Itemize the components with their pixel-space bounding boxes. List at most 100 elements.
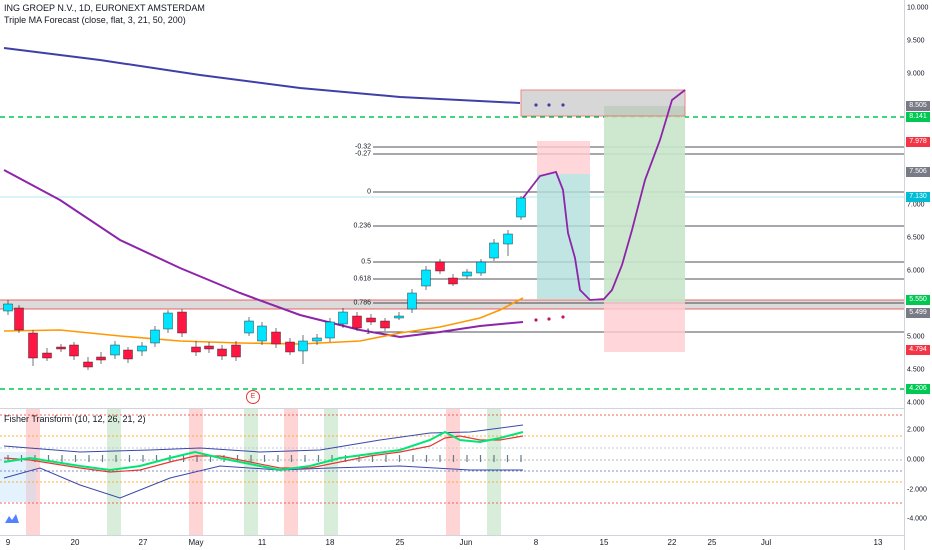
candle-body <box>366 317 376 323</box>
candle-body <box>69 344 79 357</box>
candle-body <box>285 341 295 353</box>
candle-body <box>394 315 404 319</box>
fisher-band <box>244 409 258 535</box>
price-axis-label: 6.000 <box>907 267 925 275</box>
candle-body <box>137 345 147 352</box>
fib-level-label: -0.27 <box>355 150 371 158</box>
forecast-dot <box>561 315 565 319</box>
price-axis-label: 4.000 <box>907 399 925 407</box>
forecast-dot <box>534 103 538 107</box>
candle-body <box>516 197 526 218</box>
price-pane <box>0 0 904 408</box>
candle-body <box>83 361 93 368</box>
fib-level-label: 0.618 <box>353 275 371 283</box>
candle-body <box>298 340 308 352</box>
candle-body <box>150 329 160 344</box>
time-axis-label: 25 <box>707 538 717 547</box>
time-axis-label: 8 <box>533 538 539 547</box>
candle-body <box>231 344 241 358</box>
price-tag: 8.141 <box>906 112 930 122</box>
fib-level-label: 0.236 <box>353 222 371 230</box>
candle-body <box>123 349 133 360</box>
candle-body <box>448 277 458 285</box>
fisher-axis-label: 0.000 <box>907 456 925 464</box>
price-axis-label: 5.000 <box>907 333 925 341</box>
candle-body <box>163 312 173 330</box>
short-stop-box <box>537 141 590 174</box>
candle-body <box>421 269 431 287</box>
candle-body <box>325 321 335 339</box>
candle-body <box>257 325 267 342</box>
candle-body <box>96 356 106 361</box>
ma-long-line <box>3 47 521 104</box>
fisher-band <box>446 409 460 535</box>
candle-body <box>3 303 13 312</box>
fib-level-label: -0.32 <box>355 143 371 151</box>
candle-body <box>110 344 120 356</box>
indicator-sub-label[interactable]: Fisher Transform (10, 12, 26, 21, 2) <box>4 414 146 424</box>
forecast-dot <box>561 103 565 107</box>
ma-mid-line <box>3 169 524 339</box>
time-axis-label: 22 <box>667 538 677 547</box>
time-axis-label: 15 <box>599 538 609 547</box>
forecast-dot <box>534 318 538 322</box>
long-stop-box <box>604 302 685 352</box>
price-axis-label: 9.500 <box>907 37 925 45</box>
candle-body <box>489 242 499 259</box>
price-axis-label: 4.500 <box>907 366 925 374</box>
ma-short-line <box>3 297 524 345</box>
price-tag: 4.206 <box>906 384 930 394</box>
time-axis-label: May <box>188 538 204 547</box>
long-target-box <box>604 106 685 302</box>
fisher-pane <box>0 409 904 535</box>
forecast-dot <box>547 317 551 321</box>
time-axis-label: 13 <box>873 538 883 547</box>
candle-body <box>271 331 281 345</box>
candle-body <box>476 261 486 274</box>
candle-body <box>380 320 390 329</box>
fisher-axis-label: -2.000 <box>907 486 927 494</box>
price-tag: 7.978 <box>906 137 930 147</box>
forecast-box <box>520 89 686 117</box>
price-tag: 4.794 <box>906 345 930 355</box>
candle-body <box>28 332 38 359</box>
fisher-axis-label: 2.000 <box>907 426 925 434</box>
candle-body <box>14 307 24 331</box>
time-axis-label: Jun <box>459 538 473 547</box>
time-axis-label: Jul <box>760 538 772 547</box>
candle-body <box>435 261 445 272</box>
time-axis-label: 18 <box>325 538 335 547</box>
fisher-band <box>284 409 298 535</box>
fib-level-label: 0.5 <box>361 258 371 266</box>
price-tag: 7.506 <box>906 167 930 177</box>
candle-body <box>191 346 201 353</box>
price-tag: 8.505 <box>906 101 930 111</box>
price-axis-label: 9.000 <box>907 70 925 78</box>
earnings-badge[interactable]: E <box>246 390 260 404</box>
candle-body <box>312 337 322 342</box>
fisher-main-line <box>3 430 524 472</box>
price-axis-label: 10.000 <box>907 4 929 12</box>
symbol-title: ING GROEP N.V., 1D, EURONEXT AMSTERDAM <box>4 3 205 13</box>
candle-body <box>217 348 227 357</box>
candle-body <box>42 352 52 359</box>
time-axis-label: 20 <box>70 538 80 547</box>
resistance-zone <box>0 300 904 309</box>
price-tag: 5.499 <box>906 308 930 318</box>
fib-level-label: 0.786 <box>353 299 371 307</box>
time-axis-label: 25 <box>395 538 405 547</box>
candle-body <box>462 271 472 277</box>
candle-body <box>407 292 417 310</box>
tradingview-logo-icon <box>5 514 19 523</box>
time-axis-label: 9 <box>5 538 11 547</box>
time-axis-label: 27 <box>138 538 148 547</box>
price-tag: 5.550 <box>906 295 930 305</box>
fisher-axis-label: -4.000 <box>907 515 927 523</box>
fisher-band <box>26 409 40 535</box>
candle-body <box>244 320 254 334</box>
indicator-main-label[interactable]: Triple MA Forecast (close, flat, 3, 21, … <box>4 15 186 25</box>
price-tag: 7.130 <box>906 192 930 202</box>
candle-body <box>204 345 214 350</box>
candle-body <box>338 311 348 325</box>
